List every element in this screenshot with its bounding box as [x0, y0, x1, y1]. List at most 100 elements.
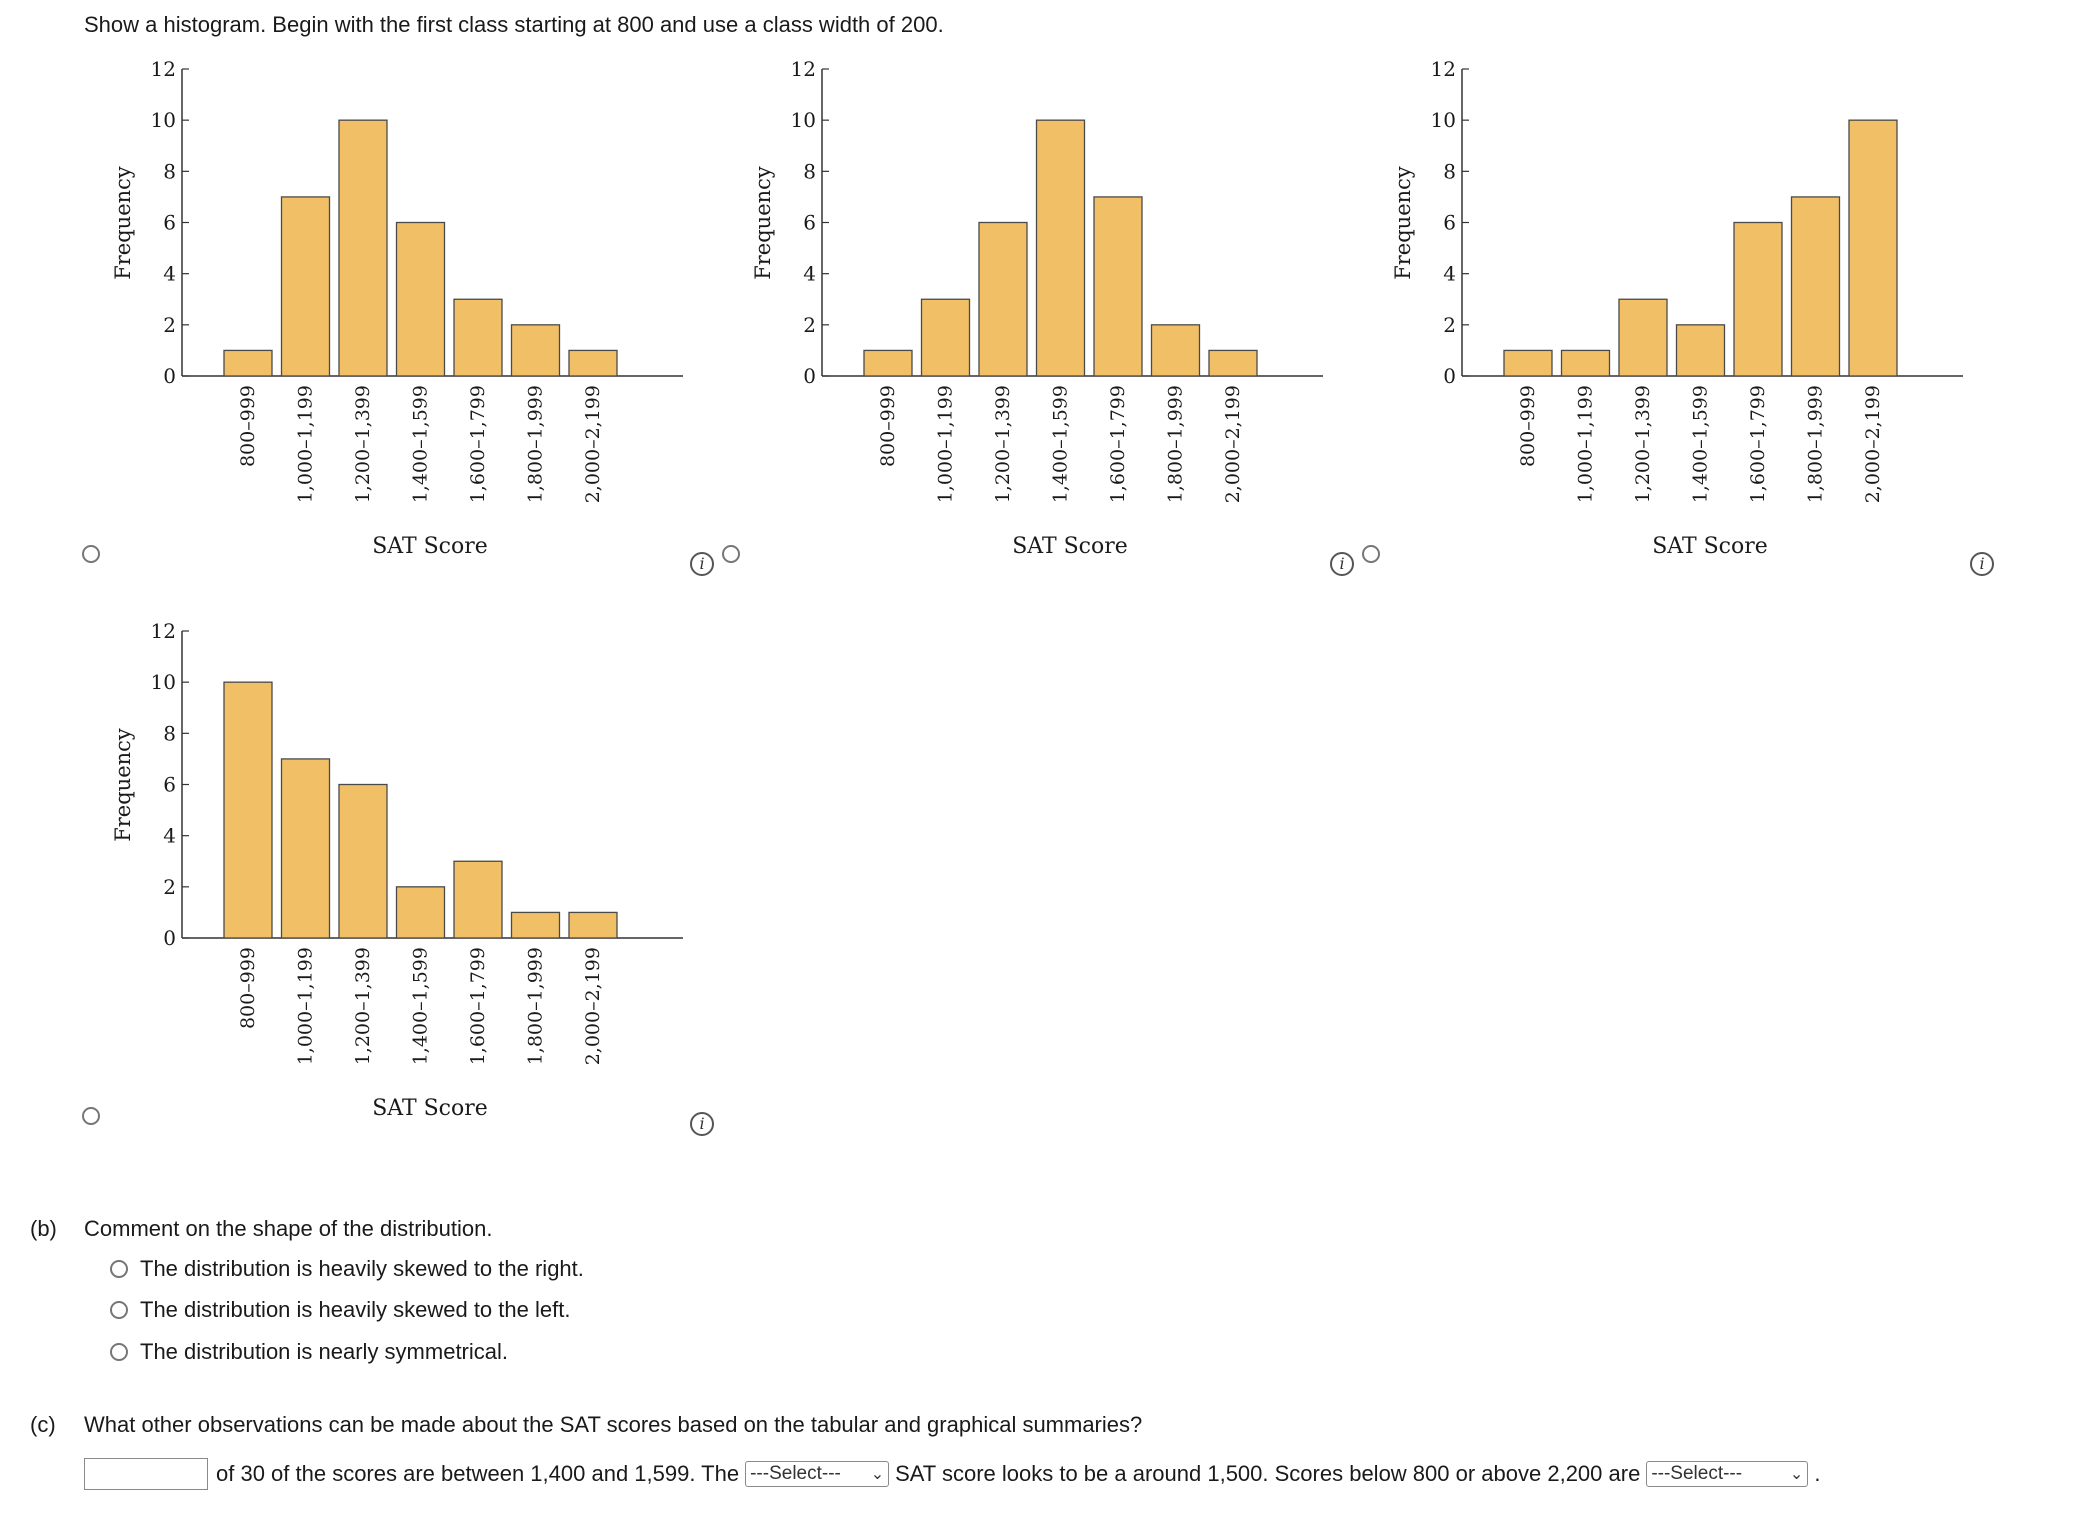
histogram-1: 0 2 4 6 8 10 12 Frequency 800–999 1,000–1,199 1,20…: [111, 57, 683, 559]
x-tick-label: 800–999: [1517, 385, 1539, 467]
histogram-bar: [1560, 349, 1611, 377]
y-tick-label: 0: [803, 364, 816, 388]
info-icon[interactable]: i: [690, 1112, 714, 1136]
histogram-option-4-radio[interactable]: [82, 1107, 100, 1125]
y-tick-label: 8: [1443, 159, 1456, 183]
x-axis-label: SAT Score: [1652, 534, 1768, 559]
y-tick-label: 8: [163, 159, 176, 183]
histogram-bar: [280, 196, 331, 377]
part-b-label: (b): [30, 1216, 57, 1241]
shape-option-label: The distribution is nearly symmetrical.: [140, 1339, 509, 1364]
y-tick-label: 4: [163, 824, 176, 848]
x-tick-label: 1,600–1,799: [467, 385, 489, 503]
shape-option-left-skew[interactable]: The distribution is heavily skewed to th…: [110, 1297, 570, 1323]
x-tick-label: 1,000–1,199: [1575, 385, 1597, 503]
y-tick-label: 8: [803, 159, 816, 183]
x-tick-label: 2,000–2,199: [582, 947, 604, 1065]
shape-option-symmetrical[interactable]: The distribution is nearly symmetrical.: [110, 1339, 508, 1365]
question-prompt: Show a histogram. Begin with the first c…: [84, 12, 944, 37]
histogram-bar: [223, 681, 273, 939]
x-tick-label: 800–999: [877, 385, 899, 467]
histogram-bar: [395, 221, 446, 377]
x-tick-label: 1,200–1,399: [352, 947, 374, 1065]
part-c-text-1: of 30 of the scores are between 1,400 an…: [216, 1461, 740, 1486]
x-tick-label: 2,000–2,199: [1222, 385, 1244, 503]
y-tick-label: 10: [151, 108, 176, 132]
histogram-bar: [1618, 298, 1668, 377]
count-input[interactable]: [84, 1458, 208, 1490]
x-tick-label: 1,800–1,999: [1805, 385, 1827, 503]
x-tick-label: 1,400–1,599: [410, 385, 432, 503]
shape-option-radio[interactable]: [110, 1301, 128, 1319]
y-tick-label: 4: [803, 262, 816, 286]
x-tick-label: 1,400–1,599: [1690, 385, 1712, 503]
x-tick-label: 1,600–1,799: [467, 947, 489, 1065]
y-tick-label: 6: [803, 211, 816, 235]
x-tick-label: 1,400–1,599: [410, 947, 432, 1065]
x-tick-label: 2,000–2,199: [582, 385, 604, 503]
info-icon[interactable]: i: [690, 552, 714, 576]
info-icon[interactable]: i: [1970, 552, 1994, 576]
histogram-4: 0 2 4 6 8 10 12 Frequency 800–999 1,000–1,199 1,20…: [111, 619, 683, 1121]
y-axis-label: Frequency: [111, 166, 135, 280]
x-tick-label: 1,200–1,399: [1632, 385, 1654, 503]
y-tick-label: 0: [163, 364, 176, 388]
part-c-text-3: .: [1814, 1461, 1821, 1486]
outlier-select[interactable]: ---Select--- ⌄: [1646, 1461, 1809, 1487]
x-tick-label: 1,000–1,199: [935, 385, 957, 503]
histogram-bar: [1733, 221, 1783, 377]
histogram-option-2-radio[interactable]: [722, 545, 740, 563]
y-tick-label: 0: [163, 926, 176, 950]
y-tick-label: 2: [803, 313, 816, 337]
measure-select[interactable]: ---Select--- ⌄: [745, 1461, 890, 1487]
histogram-2: 0 2 4 6 8 10 12 Frequency 800–999 1,000–1,199 1,20…: [751, 57, 1323, 559]
x-axis-label: SAT Score: [372, 1096, 488, 1121]
x-tick-label: 1,800–1,999: [1165, 385, 1187, 503]
y-tick-label: 2: [163, 313, 176, 337]
x-tick-label: 1,800–1,999: [525, 385, 547, 503]
y-axis-label: Frequency: [1391, 166, 1415, 280]
y-tick-label: 0: [1443, 364, 1456, 388]
y-tick-label: 2: [163, 875, 176, 899]
x-tick-label: 1,200–1,399: [352, 385, 374, 503]
y-tick-label: 10: [1431, 108, 1456, 132]
y-tick-label: 6: [163, 211, 176, 235]
y-tick-label: 12: [151, 619, 176, 643]
histogram-bar: [338, 783, 388, 939]
x-axis-label: SAT Score: [372, 534, 488, 559]
part-c-label: (c): [30, 1412, 56, 1437]
histogram-bar: [568, 911, 618, 939]
y-axis-label: Frequency: [751, 166, 775, 280]
shape-option-radio[interactable]: [110, 1260, 128, 1278]
info-icon[interactable]: i: [1330, 552, 1354, 576]
x-tick-label: 1,200–1,399: [992, 385, 1014, 503]
histogram-bar: [1150, 324, 1201, 377]
shape-option-right-skew[interactable]: The distribution is heavily skewed to th…: [110, 1256, 584, 1282]
histogram-bar: [863, 349, 913, 377]
y-tick-label: 10: [791, 108, 816, 132]
part-b-question: Comment on the shape of the distribution…: [84, 1216, 493, 1241]
histogram-bar: [223, 349, 273, 377]
histogram-option-1-radio[interactable]: [82, 545, 100, 563]
part-c-question: What other observations can be made abou…: [84, 1412, 1143, 1437]
histogram-3: 0 2 4 6 8 10 12 Frequency 800–999 1,000–1,199 1,20…: [1391, 57, 1963, 559]
shape-option-label: The distribution is heavily skewed to th…: [140, 1256, 584, 1281]
y-tick-label: 6: [163, 773, 176, 797]
histogram-bar: [1035, 119, 1086, 377]
y-tick-label: 2: [1443, 313, 1456, 337]
histogram-bar: [395, 886, 446, 939]
histogram-option-3-radio[interactable]: [1362, 545, 1380, 563]
y-tick-label: 8: [163, 721, 176, 745]
y-tick-label: 12: [791, 57, 816, 81]
x-tick-label: 1,000–1,199: [295, 385, 317, 503]
outlier-select-value: ---Select---: [1651, 1463, 1743, 1484]
x-axis-label: SAT Score: [1012, 534, 1128, 559]
part-c-answer-line: of 30 of the scores are between 1,400 an…: [84, 1458, 1820, 1490]
chevron-down-icon: ⌄: [870, 1466, 885, 1483]
x-tick-label: 1,000–1,199: [295, 947, 317, 1065]
part-c-text-2: SAT score looks to be a around 1,500. Sc…: [895, 1461, 1641, 1486]
shape-option-radio[interactable]: [110, 1343, 128, 1361]
y-tick-label: 6: [1443, 211, 1456, 235]
histogram-bar: [978, 221, 1028, 377]
x-tick-label: 800–999: [237, 385, 259, 467]
